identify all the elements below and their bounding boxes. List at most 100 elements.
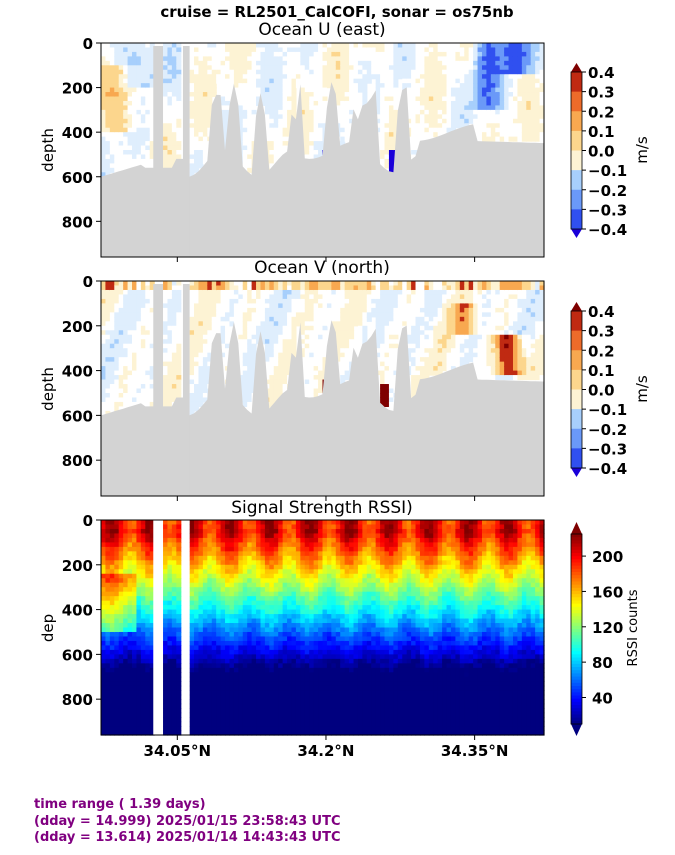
heatmap-cell <box>455 307 461 313</box>
heatmap-cell <box>118 352 124 358</box>
heatmap-cell <box>198 316 204 322</box>
heatmap-cell <box>282 330 288 336</box>
heatmap-cell <box>415 316 421 322</box>
heatmap-cell <box>109 127 115 133</box>
heatmap-cell <box>251 361 257 367</box>
heatmap-cell <box>344 47 350 53</box>
heatmap-cell <box>459 348 465 354</box>
heatmap-cell <box>136 361 142 367</box>
heatmap-cell <box>118 167 124 173</box>
heatmap-cell <box>397 56 403 62</box>
heatmap-cell <box>109 699 115 705</box>
heatmap-cell <box>118 60 124 66</box>
heatmap-cell <box>140 83 146 89</box>
heatmap-cell <box>318 289 324 296</box>
heatmap-cell <box>109 676 115 682</box>
heatmap-cell <box>278 339 284 345</box>
heatmap-cell <box>344 105 350 111</box>
heatmap-cell <box>145 87 151 93</box>
heatmap-cell <box>388 366 394 372</box>
heatmap-cell <box>450 123 456 129</box>
data-gap <box>153 284 164 496</box>
heatmap-cell <box>251 105 257 111</box>
heatmap-cell <box>349 69 355 75</box>
heatmap-cell <box>123 636 129 642</box>
heatmap-cell <box>508 60 514 66</box>
heatmap-cell <box>309 114 315 120</box>
heatmap-cell <box>455 289 461 296</box>
heatmap-cell <box>380 289 386 296</box>
heatmap-cell <box>380 361 386 367</box>
heatmap-cell <box>273 361 279 367</box>
heatmap-cell <box>123 375 129 381</box>
heatmap-cell <box>340 357 346 363</box>
heatmap-cell <box>393 348 399 354</box>
heatmap-cell <box>251 109 257 115</box>
heatmap-cell <box>167 132 173 138</box>
heatmap-cell <box>331 47 337 53</box>
heatmap-cell <box>238 285 244 291</box>
heatmap-cell <box>132 123 138 129</box>
heatmap-cell <box>344 74 350 80</box>
heatmap-cell <box>313 316 319 322</box>
heatmap-cell <box>340 74 346 80</box>
heatmap-cell <box>251 65 257 71</box>
heatmap-cell <box>145 694 151 700</box>
heatmap-cell <box>132 51 138 57</box>
heatmap-cell <box>127 533 133 539</box>
heatmap-cell <box>419 339 425 345</box>
heatmap-cell <box>101 303 107 309</box>
heatmap-cell <box>415 109 421 115</box>
heatmap-cell <box>490 114 496 120</box>
heatmap-cell <box>499 92 505 98</box>
heatmap-cell <box>428 303 434 309</box>
heatmap-cell <box>176 321 182 327</box>
heatmap-cell <box>287 78 293 84</box>
heatmap-cell <box>406 334 412 340</box>
heatmap-cell <box>176 51 182 57</box>
heatmap-cell <box>486 100 492 107</box>
heatmap-cell <box>300 100 306 107</box>
heatmap-cell <box>362 307 368 313</box>
heatmap-cell <box>411 83 417 89</box>
heatmap-cell <box>468 56 474 62</box>
heatmap-cell <box>260 294 266 300</box>
heatmap-cell <box>105 694 111 700</box>
heatmap-cell <box>149 109 155 115</box>
heatmap-cell <box>526 78 532 84</box>
heatmap-cell <box>140 303 146 309</box>
heatmap-cell <box>145 649 151 655</box>
heatmap-cell <box>109 141 115 147</box>
heatmap-cell <box>464 303 470 309</box>
heatmap-cell <box>287 105 293 111</box>
heatmap-cell <box>198 96 204 102</box>
heatmap-cell <box>464 294 470 300</box>
heatmap-cell <box>145 281 151 287</box>
heatmap-cell <box>517 361 523 367</box>
heatmap-cell <box>450 65 456 71</box>
heatmap-cell <box>512 87 519 93</box>
heatmap-cell <box>521 325 527 331</box>
heatmap-cell <box>304 281 310 287</box>
heatmap-cell <box>481 289 488 296</box>
heatmap-cell <box>282 65 288 71</box>
heatmap-cell <box>233 281 239 287</box>
heatmap-cell <box>530 343 536 349</box>
heatmap-cell <box>202 145 208 151</box>
heatmap-cell <box>238 289 244 296</box>
heatmap-cell <box>468 105 474 111</box>
heatmap-cell <box>242 118 248 124</box>
heatmap-cell <box>481 281 488 287</box>
heatmap-cell <box>322 285 328 291</box>
heatmap-cell <box>282 379 288 385</box>
heatmap-cell <box>127 658 133 664</box>
heatmap-cell <box>349 325 355 331</box>
heatmap-cell <box>318 285 324 291</box>
heatmap-cell <box>247 163 253 169</box>
heatmap-cell <box>340 361 346 367</box>
heatmap-cell <box>295 307 301 313</box>
heatmap-cell <box>512 74 519 80</box>
heatmap-cell <box>238 78 244 84</box>
